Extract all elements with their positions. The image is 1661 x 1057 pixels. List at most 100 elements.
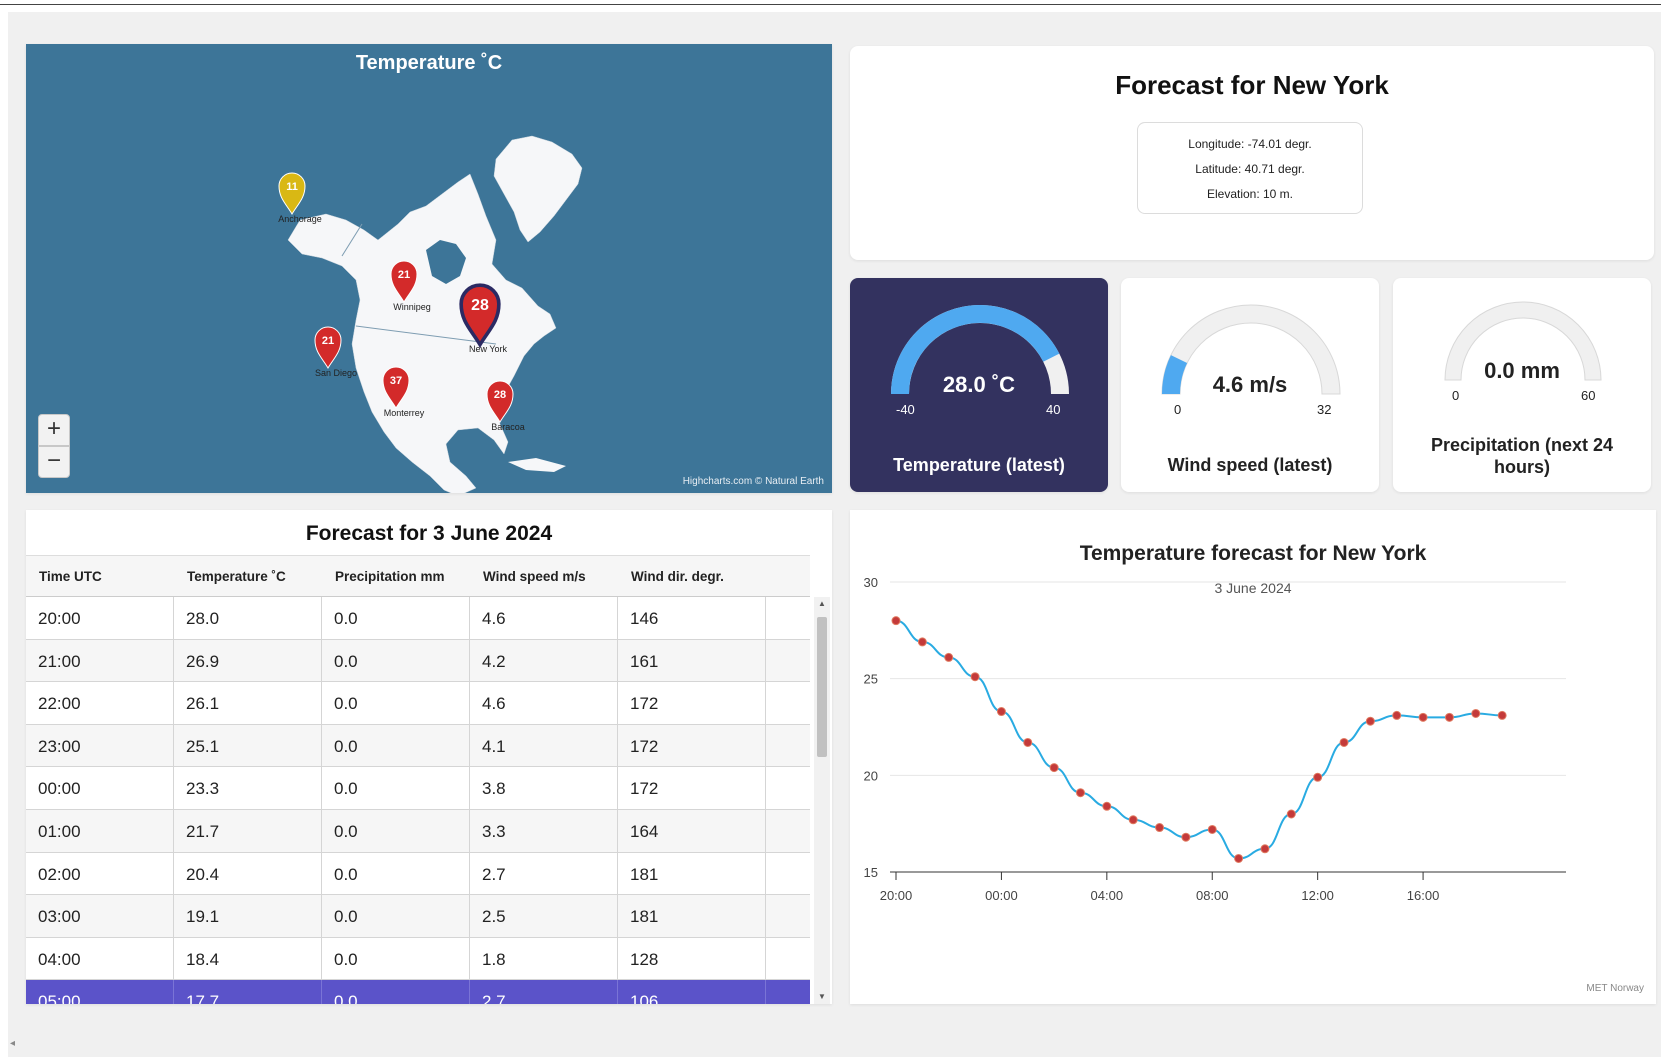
city-marker-monterrey[interactable]: 37 [382,366,410,409]
table-cell: 23:00 [26,724,174,767]
wind-value: 4.6 m/s [1212,372,1288,397]
zoom-out-button[interactable]: − [38,446,70,478]
x-tick-label: 20:00 [880,888,913,903]
table-row[interactable]: 03:00 19.1 0.0 2.5 181 [26,895,810,938]
city-marker-san-diego[interactable]: 21 [314,326,342,369]
column-header-time[interactable]: Time UTC [39,569,102,584]
city-marker-baracoa[interactable]: 28 [486,380,514,423]
svg-text:21: 21 [398,269,410,281]
data-point[interactable] [1023,737,1033,747]
column-header-wind-speed[interactable]: Wind speed m/s [483,569,586,584]
y-tick-label: 15 [864,865,878,880]
table-row[interactable]: 23:00 25.1 0.0 4.1 172 [26,724,810,768]
gauge-min: -40 [896,402,915,417]
gauge-min: 0 [1452,388,1460,403]
data-point[interactable] [1392,710,1402,720]
table-body[interactable]: 20:00 28.0 0.0 4.6 146 21:00 26.9 0.0 4.2 161 22:0… [26,597,810,1004]
city-marker-new-york[interactable]: 28 [459,283,501,349]
data-point[interactable] [1471,708,1481,718]
data-point[interactable] [1075,788,1085,798]
data-point[interactable] [1365,716,1375,726]
data-point[interactable] [891,616,901,626]
x-tick-label: 08:00 [1196,888,1229,903]
data-point[interactable] [970,672,980,682]
table-row[interactable]: 22:00 26.1 0.0 4.6 172 [26,682,810,725]
table-cell: 172 [618,682,766,724]
table-cell: 20:00 [26,597,174,639]
data-point[interactable] [1497,710,1507,720]
precipitation-value: 0.0 mm [1484,358,1560,383]
table-row[interactable]: 20:00 28.0 0.0 4.6 146 [26,597,810,640]
table-row[interactable]: 02:00 20.4 0.0 2.7 181 [26,852,810,896]
data-point[interactable] [996,707,1006,717]
data-point[interactable] [1102,801,1112,811]
table-cell: 0.0 [322,724,470,767]
table-row[interactable]: 05:00 17.7 0.0 2.7 106 [26,980,810,1004]
table-cell: 01:00 [26,809,174,852]
scroll-down-arrow-icon[interactable]: ▼ [818,992,826,1001]
table-cell: 0.0 [322,852,470,895]
table-cell: 0.0 [322,937,470,980]
zoom-in-button[interactable]: + [38,414,70,446]
column-header-precipitation[interactable]: Precipitation mm [335,569,445,584]
scrollbar-thumb[interactable] [817,617,827,757]
temperature-gauge [891,305,1069,395]
city-marker-anchorage[interactable]: 11 [278,172,306,215]
scroll-up-arrow-icon[interactable]: ▲ [818,599,826,608]
svg-text:37: 37 [390,375,402,387]
table-cell: 4.2 [470,639,618,682]
table-row[interactable]: 00:00 23.3 0.0 3.8 172 [26,767,810,810]
elevation-text: Elevation: 10 m. [1206,187,1294,201]
city-label: Anchorage [278,214,322,224]
horizontal-scroll-left-icon[interactable]: ◂ [10,1038,16,1049]
svg-text:11: 11 [286,181,298,193]
data-point[interactable] [1260,844,1270,854]
temperature-value: 28.0 ˚C [942,372,1016,397]
table-cell: 25.1 [174,724,322,767]
column-header-wind-direction[interactable]: Wind dir. degr. [631,569,724,584]
data-point[interactable] [1234,853,1244,863]
temperature-map[interactable]: Temperature ˚C 11 Anchorage 21 Winnipeg 28 Ne… [26,44,832,493]
table-row[interactable]: 01:00 21.7 0.0 3.3 164 [26,809,810,853]
data-point[interactable] [1339,737,1349,747]
data-point[interactable] [1049,763,1059,773]
temperature-series-line [895,619,1503,860]
data-point[interactable] [1181,832,1191,842]
x-tick-label: 16:00 [1407,888,1440,903]
table-cell: 26.1 [174,682,322,724]
chart-credit[interactable]: MET Norway [1586,983,1644,994]
location-info-card: Forecast for New York Longitude: -74.01 … [850,46,1654,260]
greenland-shape [493,135,583,243]
table-cell: 05:00 [26,980,174,1004]
table-cell: 146 [618,597,766,639]
window-top-border [0,4,1661,5]
table-scrollbar[interactable]: ▲ ▼ [814,597,830,1004]
data-point[interactable] [1128,815,1138,825]
column-header-temperature[interactable]: Temperature ˚C [187,569,286,584]
map-credit-link[interactable]: Highcharts.com © Natural Earth [682,476,824,487]
data-point[interactable] [1313,772,1323,782]
x-tick-label: 00:00 [985,888,1018,903]
data-point[interactable] [1207,824,1217,834]
city-label: Monterrey [384,408,425,418]
table-cell: 28.0 [174,597,322,639]
x-tick-label: 04:00 [1091,888,1124,903]
data-point[interactable] [944,652,954,662]
data-point[interactable] [1155,823,1165,833]
temperature-gauge-card: 28.0 ˚C -40 40 Temperature (latest) [850,278,1108,492]
data-point[interactable] [1286,809,1296,819]
data-point[interactable] [1418,712,1428,722]
table-cell: 161 [618,639,766,682]
gauge-fill [1162,355,1188,395]
table-row[interactable]: 04:00 18.4 0.0 1.8 128 [26,937,810,981]
city-label: San Diego [315,368,357,378]
data-point[interactable] [917,637,927,647]
gauge-outline [1161,304,1341,395]
hudson-bay-shape [426,240,466,284]
table-row[interactable]: 21:00 26.9 0.0 4.2 161 [26,639,810,683]
city-marker-winnipeg[interactable]: 21 [390,260,418,303]
table-cell: 2.7 [470,980,618,1004]
data-point[interactable] [1444,712,1454,722]
table-cell: 0.0 [322,682,470,724]
table-cell: 2.7 [470,852,618,895]
